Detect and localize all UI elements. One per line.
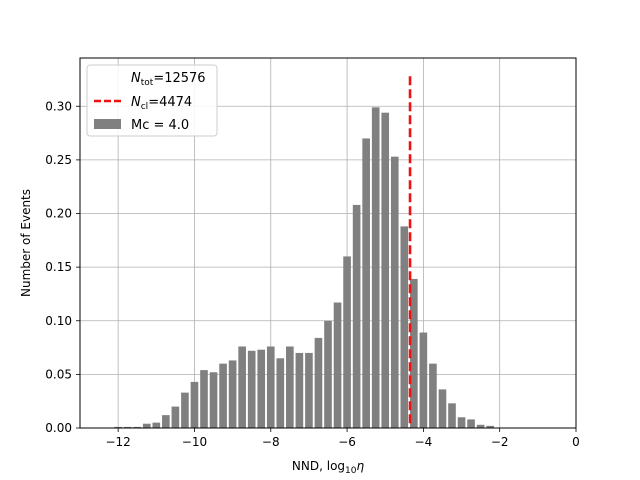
histogram-bar (381, 112, 390, 429)
y-tick-label: 0.25 (45, 153, 72, 167)
legend-box (86, 64, 218, 137)
histogram-bars (114, 107, 494, 429)
plot-frame (79, 57, 577, 429)
x-tick-label: −2 (491, 435, 509, 449)
x-tick-label: −8 (262, 435, 280, 449)
y-tick-label: 0.00 (45, 421, 72, 435)
histogram-bar (200, 370, 208, 428)
histogram-bar (286, 346, 294, 428)
histogram-bar (362, 138, 370, 428)
histogram-bar (276, 358, 285, 428)
histogram-bar (400, 226, 409, 428)
legend-entry-label: Ncl=4474 (131, 95, 192, 112)
y-axis-label: Number of Events (19, 189, 33, 297)
histogram-bar (247, 350, 256, 428)
x-tick-label: −4 (415, 435, 433, 449)
legend-entry-label: Mc = 4.0 (131, 118, 189, 133)
legend: Ntot=12576 Ncl=4474 Mc = 4.0 (86, 64, 218, 137)
histogram-bar (324, 320, 332, 428)
histogram-bar (314, 337, 323, 428)
x-axis-label: NND, log10η (292, 459, 365, 476)
histogram-bar (257, 349, 266, 428)
x-tick-label: 0 (572, 435, 580, 449)
legend-entry-label: Ntot=12576 (131, 71, 206, 88)
histogram-bar (142, 423, 151, 428)
histogram-bar (419, 332, 428, 428)
histogram-bar (467, 419, 475, 428)
histogram-bar (305, 352, 313, 428)
histogram-bar (476, 424, 485, 428)
histogram-bar (457, 417, 466, 428)
histogram-bar (123, 426, 132, 428)
y-tick-label: 0.10 (45, 314, 72, 328)
x-tick-label: −10 (182, 435, 207, 449)
histogram-bar (209, 372, 218, 428)
histogram-bar (295, 352, 304, 428)
x-tick-label: −12 (105, 435, 130, 449)
x-tick-label: −6 (338, 435, 356, 449)
histogram-bar (114, 426, 122, 428)
histogram-bar (190, 381, 199, 428)
histogram-bar (438, 389, 447, 428)
histogram-bar (410, 278, 418, 428)
y-tick-label: 0.05 (45, 367, 72, 381)
histogram-bar (352, 204, 361, 428)
y-axis-ticks: 0.00 0.05 0.10 0.15 0.20 0.25 0.30 (45, 99, 80, 435)
y-tick-label: 0.20 (45, 207, 72, 221)
histogram-bar (266, 346, 275, 428)
histogram-bar (371, 107, 380, 428)
histogram-bar (181, 392, 189, 428)
histogram-bar (162, 415, 170, 428)
histogram-bar (448, 403, 456, 428)
histogram-bar (390, 156, 399, 428)
histogram-bar (343, 256, 351, 428)
histogram-bar (171, 406, 180, 428)
y-tick-label: 0.30 (45, 99, 72, 113)
histogram-bar (238, 346, 246, 428)
y-tick-label: 0.15 (45, 260, 72, 274)
histogram-bar (333, 302, 342, 428)
histogram-bar (429, 363, 437, 428)
histogram-bar (152, 422, 161, 428)
histogram-bar (228, 360, 237, 428)
histogram-bar (219, 363, 227, 428)
legend-patch-swatch (94, 119, 121, 129)
histogram-bar (133, 426, 142, 428)
histogram-bar (486, 425, 494, 428)
x-axis-ticks: −12 −10 −8 −6 −4 −2 0 (105, 428, 580, 449)
